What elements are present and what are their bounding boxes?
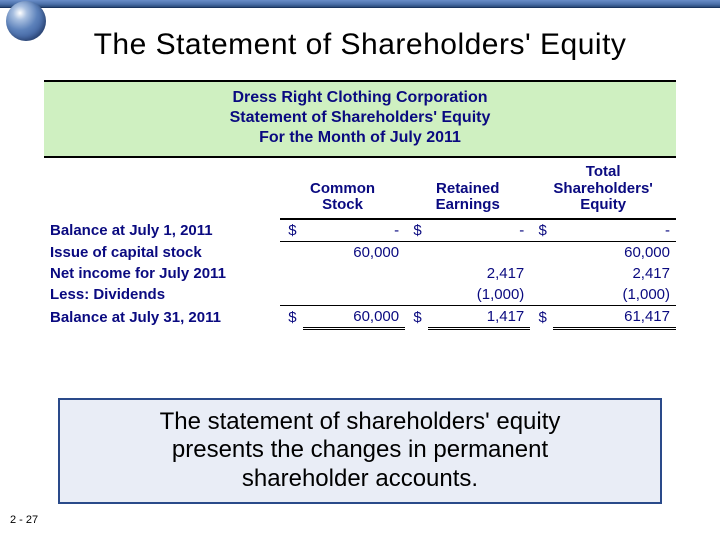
cell-currency xyxy=(530,263,553,284)
cell-value xyxy=(428,241,531,263)
cell-value: - xyxy=(553,219,676,242)
statement-title: Statement of Shareholders' Equity xyxy=(44,108,676,128)
cell-currency xyxy=(280,284,303,306)
row-label: Balance at July 1, 2011 xyxy=(44,219,280,242)
cell-value: 60,000 xyxy=(553,241,676,263)
statement-company: Dress Right Clothing Corporation xyxy=(44,88,676,108)
footer-line: The statement of shareholders' equity xyxy=(160,408,561,435)
cell-value: 60,000 xyxy=(303,305,406,328)
col-common-stock: CommonStock xyxy=(280,158,405,219)
cell-value: 1,417 xyxy=(428,305,531,328)
table-header-row: CommonStock RetainedEarnings TotalShareh… xyxy=(44,158,676,219)
cell-value: 2,417 xyxy=(428,263,531,284)
cell-value: 2,417 xyxy=(553,263,676,284)
table-row: Less: Dividends (1,000) (1,000) xyxy=(44,284,676,306)
cell-value: 60,000 xyxy=(303,241,406,263)
statement-table-wrap: Dress Right Clothing Corporation Stateme… xyxy=(44,80,676,330)
cell-value xyxy=(303,263,406,284)
cell-currency: $ xyxy=(405,305,428,328)
statement-header: Dress Right Clothing Corporation Stateme… xyxy=(44,80,676,158)
col-total-equity: TotalShareholders'Equity xyxy=(530,158,676,219)
cell-currency xyxy=(530,284,553,306)
cell-currency xyxy=(280,241,303,263)
row-label: Net income for July 2011 xyxy=(44,263,280,284)
row-label: Less: Dividends xyxy=(44,284,280,306)
cell-currency: $ xyxy=(405,219,428,242)
statement-period: For the Month of July 2011 xyxy=(44,128,676,148)
cell-value: (1,000) xyxy=(428,284,531,306)
table-row: Net income for July 2011 2,417 2,417 xyxy=(44,263,676,284)
table-row: Balance at July 31, 2011 $ 60,000 $ 1,41… xyxy=(44,305,676,328)
cell-value: - xyxy=(428,219,531,242)
cell-value: (1,000) xyxy=(553,284,676,306)
cell-currency: $ xyxy=(530,219,553,242)
table-row: Issue of capital stock 60,000 60,000 xyxy=(44,241,676,263)
cell-currency xyxy=(405,263,428,284)
page-number: 2 - 27 xyxy=(10,514,38,526)
cell-currency xyxy=(405,241,428,263)
cell-currency xyxy=(405,284,428,306)
table-row: Balance at July 1, 2011 $ - $ - $ - xyxy=(44,219,676,242)
footer-line: shareholder accounts. xyxy=(242,465,478,492)
col-blank xyxy=(44,158,280,219)
row-label: Balance at July 31, 2011 xyxy=(44,305,280,328)
col-retained-earnings: RetainedEarnings xyxy=(405,158,530,219)
cell-value xyxy=(303,284,406,306)
row-label: Issue of capital stock xyxy=(44,241,280,263)
footer-line: presents the changes in permanent xyxy=(172,436,548,463)
cell-value: - xyxy=(303,219,406,242)
cell-currency: $ xyxy=(530,305,553,328)
cell-value: 61,417 xyxy=(553,305,676,328)
statement-table: CommonStock RetainedEarnings TotalShareh… xyxy=(44,158,676,330)
bullet-decoration xyxy=(6,1,46,41)
top-bar xyxy=(0,0,720,8)
cell-currency xyxy=(280,263,303,284)
cell-currency: $ xyxy=(280,219,303,242)
page-title: The Statement of Shareholders' Equity xyxy=(0,28,720,62)
footer-note: The statement of shareholders' equity pr… xyxy=(58,398,662,504)
cell-currency xyxy=(530,241,553,263)
cell-currency: $ xyxy=(280,305,303,328)
